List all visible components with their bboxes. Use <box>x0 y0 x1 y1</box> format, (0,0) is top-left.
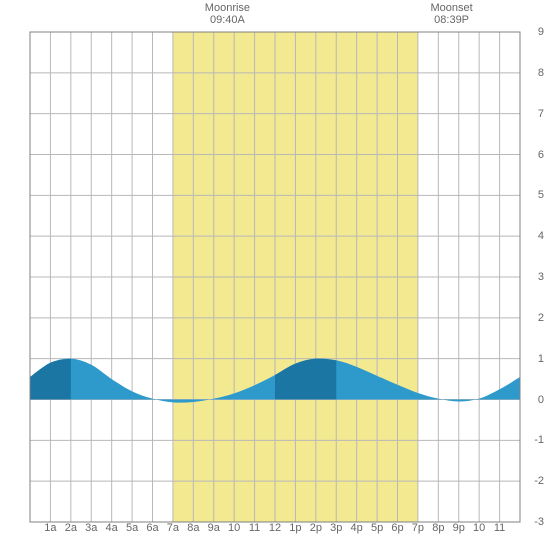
x-tick-label: 1a <box>44 522 56 534</box>
x-tick-label: 9p <box>453 522 465 534</box>
y-tick-label: 1 <box>538 353 544 365</box>
x-tick-label: 6a <box>146 522 158 534</box>
x-tick-label: 11 <box>249 522 260 534</box>
x-tick-label: 2p <box>310 522 322 534</box>
y-axis-labels: -3-2-10123456789 <box>0 0 550 550</box>
y-tick-label: -1 <box>534 434 544 446</box>
x-tick-label: 8p <box>432 522 444 534</box>
x-tick-label: 7a <box>167 522 179 534</box>
y-tick-label: 6 <box>538 149 544 161</box>
x-tick-label: 4a <box>106 522 118 534</box>
x-tick-label: 2a <box>65 522 77 534</box>
x-tick-label: 7p <box>412 522 424 534</box>
y-tick-label: 9 <box>538 26 544 38</box>
y-tick-label: 4 <box>538 230 544 242</box>
x-tick-label: 12 <box>269 522 281 534</box>
x-tick-label: 11 <box>494 522 505 534</box>
y-tick-label: 2 <box>538 312 544 324</box>
y-tick-label: 5 <box>538 189 544 201</box>
x-tick-label: 5a <box>126 522 138 534</box>
y-tick-label: 7 <box>538 108 544 120</box>
x-tick-label: 1p <box>289 522 301 534</box>
x-tick-label: 10 <box>473 522 485 534</box>
y-tick-label: 8 <box>538 67 544 79</box>
x-tick-label: 10 <box>228 522 240 534</box>
y-tick-label: 0 <box>538 394 544 406</box>
y-tick-label: -2 <box>534 475 544 487</box>
x-tick-label: 8a <box>187 522 199 534</box>
tide-chart: Moonrise 09:40A Moonset 08:39P -3-2-1012… <box>0 0 550 550</box>
x-axis-labels: 1a 2a 3a 4a 5a 6a 7a 8a 9a 10 11 12 1p 2p 3p 4p 5p 6p 7p 8p… <box>0 522 550 540</box>
x-tick-label: 5p <box>371 522 383 534</box>
x-tick-label: 9a <box>208 522 220 534</box>
x-tick-label: 4p <box>351 522 363 534</box>
x-tick-label: 3a <box>85 522 97 534</box>
y-tick-label: 3 <box>538 271 544 283</box>
x-tick-label: 3p <box>330 522 342 534</box>
x-tick-label: 6p <box>391 522 403 534</box>
